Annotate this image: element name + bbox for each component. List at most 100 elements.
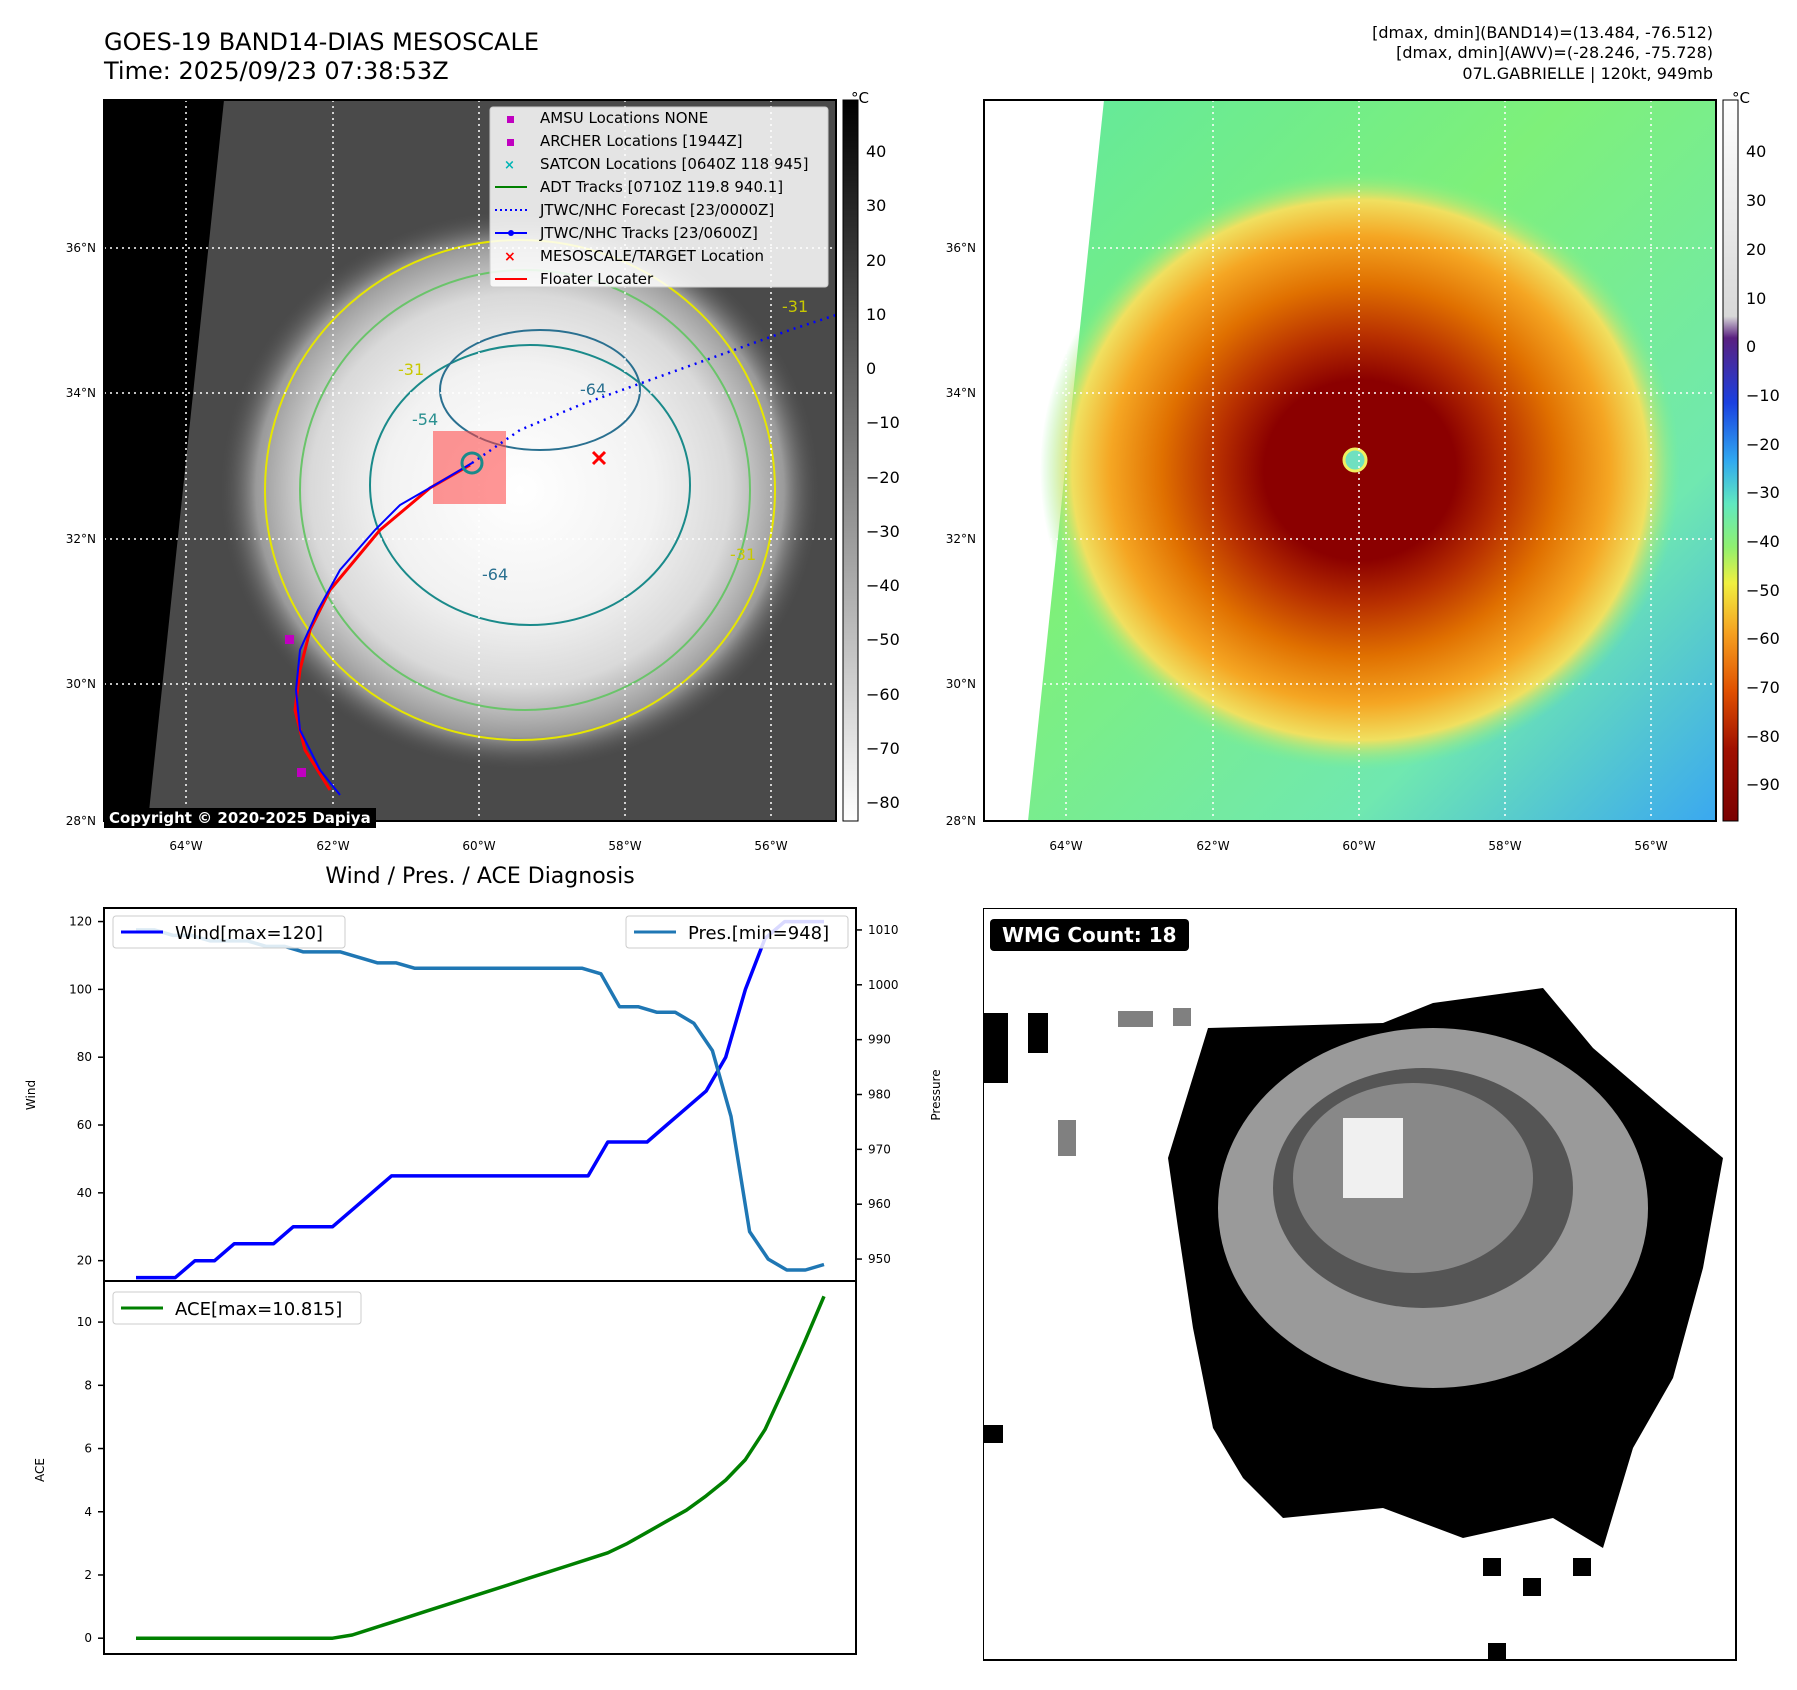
legend-label: AMSU Locations NONE <box>540 109 708 127</box>
gray-colorbar-ticks: 40 30 20 10 0 −10 −20 −30 −40 −50 −60 −7… <box>866 142 900 812</box>
legend-label: ACE[max=10.815] <box>175 1299 342 1320</box>
pressure-axis-tick-label: 960 <box>868 1197 891 1211</box>
wmg-pixel-cluster <box>1118 1011 1153 1027</box>
legend-label: Pres.[min=948] <box>688 923 829 944</box>
wmg-frame <box>983 908 1737 1661</box>
colorbar-tick: −10 <box>866 413 900 432</box>
legend-label: SATCON Locations [0640Z 118 945] <box>540 155 808 173</box>
wmg-pixel-cluster <box>1488 1643 1506 1660</box>
contour-label: -31 <box>782 297 808 316</box>
wind-series-line <box>136 919 824 1280</box>
pressure-axis-tick-label: 980 <box>868 1088 891 1102</box>
wmg-pixel-cluster <box>983 1013 1008 1083</box>
legend-label: JTWC/NHC Tracks [23/0600Z] <box>539 224 758 242</box>
wmg-pixel-cluster <box>1028 1013 1048 1053</box>
best-track <box>294 462 473 796</box>
lat-label: 32°N <box>946 532 976 546</box>
ace-axis-tick-label: 10 <box>77 1315 92 1329</box>
wind-axis-tick-label: 20 <box>77 1254 92 1268</box>
no-data-region <box>104 100 224 821</box>
wmg-pixel-cluster <box>1058 1120 1076 1156</box>
legend-label: MESOSCALE/TARGET Location <box>540 247 764 265</box>
colorbar-tick: 10 <box>866 305 886 324</box>
map2-lat-labels: 36°N 34°N 32°N 30°N 28°N <box>946 241 976 828</box>
pressure-axis-tick-label: 970 <box>868 1142 891 1156</box>
contour-label: -64 <box>580 380 606 399</box>
colorbar-tick: −30 <box>1746 483 1780 502</box>
legend-marker: × <box>504 158 515 173</box>
legend-label: ARCHER Locations [1944Z] <box>540 132 743 150</box>
info-storm: 07L.GABRIELLE | 120kt, 949mb <box>1462 64 1713 83</box>
colorbar-tick: −50 <box>1746 581 1780 600</box>
floater-box <box>433 431 506 504</box>
wind-axis-tick-label: 100 <box>69 982 92 996</box>
info-awv-range: [dmax, dmin](AWV)=(-28.246, -75.728) <box>1396 43 1713 62</box>
wmg-pixel-cluster <box>1523 1578 1541 1596</box>
wind-axis-tick-label: 40 <box>77 1186 92 1200</box>
legend-marker <box>507 139 514 146</box>
copyright-badge: Copyright © 2020-2025 Dapiya <box>104 808 376 828</box>
archer-marker <box>297 768 306 777</box>
colorbar-tick: 20 <box>1746 240 1766 259</box>
colorbar-tick: −80 <box>1746 727 1780 746</box>
map-frame <box>103 99 837 822</box>
figure-title: GOES-19 BAND14-DIAS MESOSCALE <box>104 28 540 56</box>
pressure-axis-label: Pressure <box>929 1069 943 1120</box>
storm-eye <box>1342 447 1368 473</box>
lat-label: 34°N <box>946 386 976 400</box>
lat-label: 32°N <box>66 532 96 546</box>
diagnosis-title: Wind / Pres. / ACE Diagnosis <box>325 864 635 889</box>
wind-axis-tick-label: 80 <box>77 1050 92 1064</box>
archer-marker <box>285 635 294 644</box>
map-frame <box>983 99 1717 822</box>
wind-axis-tick-label: 60 <box>77 1118 92 1132</box>
wmg-eyewall <box>1293 1083 1533 1273</box>
lon-label: 62°W <box>316 839 349 853</box>
colorbar-tick: −80 <box>866 793 900 812</box>
lon-label: 56°W <box>754 839 787 853</box>
lon-label: 62°W <box>1196 839 1229 853</box>
wmg-pixel-cluster <box>1573 1558 1591 1576</box>
lon-label: 58°W <box>1488 839 1521 853</box>
legend-label: JTWC/NHC Forecast [23/0000Z] <box>539 201 774 219</box>
grayscale-map-panel: -64 -64 -54 -31 -31 -31 AMSU Locations N… <box>66 90 900 853</box>
pressure-series-line <box>136 928 825 1272</box>
ace-axis-tick-label: 4 <box>84 1505 92 1519</box>
wmg-pixel-cluster <box>983 1425 1003 1443</box>
wmg-pixel-cluster <box>1173 1008 1191 1026</box>
lat-label: 28°N <box>946 814 976 828</box>
colorbar-tick: −60 <box>866 685 900 704</box>
legend-marker <box>508 230 514 236</box>
colorbar-tick: −20 <box>1746 435 1780 454</box>
lat-label: 36°N <box>946 241 976 255</box>
legend-label: Wind[max=120] <box>175 923 323 944</box>
ace-axis-tick-label: 2 <box>84 1568 92 1582</box>
color-colorbar <box>1722 99 1739 822</box>
contour-inner <box>439 329 641 451</box>
wmg-pixel-cluster <box>1483 1558 1501 1576</box>
legend-marker: × <box>504 249 516 265</box>
gray-colorbar <box>842 99 859 822</box>
legend-label: Floater Locater <box>540 270 654 288</box>
colorbar-tick: −40 <box>1746 532 1780 551</box>
colorbar-tick: −30 <box>866 522 900 541</box>
colorbar-tick: 40 <box>1746 142 1766 161</box>
colorbar-tick: 30 <box>1746 191 1766 210</box>
lat-label: 30°N <box>66 677 96 691</box>
forecast-track <box>471 313 836 465</box>
legend-label: ADT Tracks [0710Z 119.8 940.1] <box>540 178 783 196</box>
wind-axis-tick-label: 120 <box>69 915 92 929</box>
lat-label: 30°N <box>946 677 976 691</box>
colorbar-tick: −90 <box>1746 775 1780 794</box>
lat-label: 28°N <box>66 814 96 828</box>
contour-label: -31 <box>730 545 756 564</box>
colorbar-tick: −70 <box>866 739 900 758</box>
lat-label: 36°N <box>66 241 96 255</box>
wmg-count-badge: WMG Count: 18 <box>990 919 1189 951</box>
diagnosis-chart: 20 40 60 80 100 120 950 960 970 980 990 1000 1010 0 2… <box>24 907 943 1655</box>
wind-legend: Wind[max=120] <box>112 915 346 949</box>
info-band14-range: [dmax, dmin](BAND14)=(13.484, -76.512) <box>1372 23 1713 42</box>
colorbar-tick: 10 <box>1746 289 1766 308</box>
colorbar-tick: 0 <box>1746 337 1756 356</box>
lon-label: 64°W <box>1049 839 1082 853</box>
